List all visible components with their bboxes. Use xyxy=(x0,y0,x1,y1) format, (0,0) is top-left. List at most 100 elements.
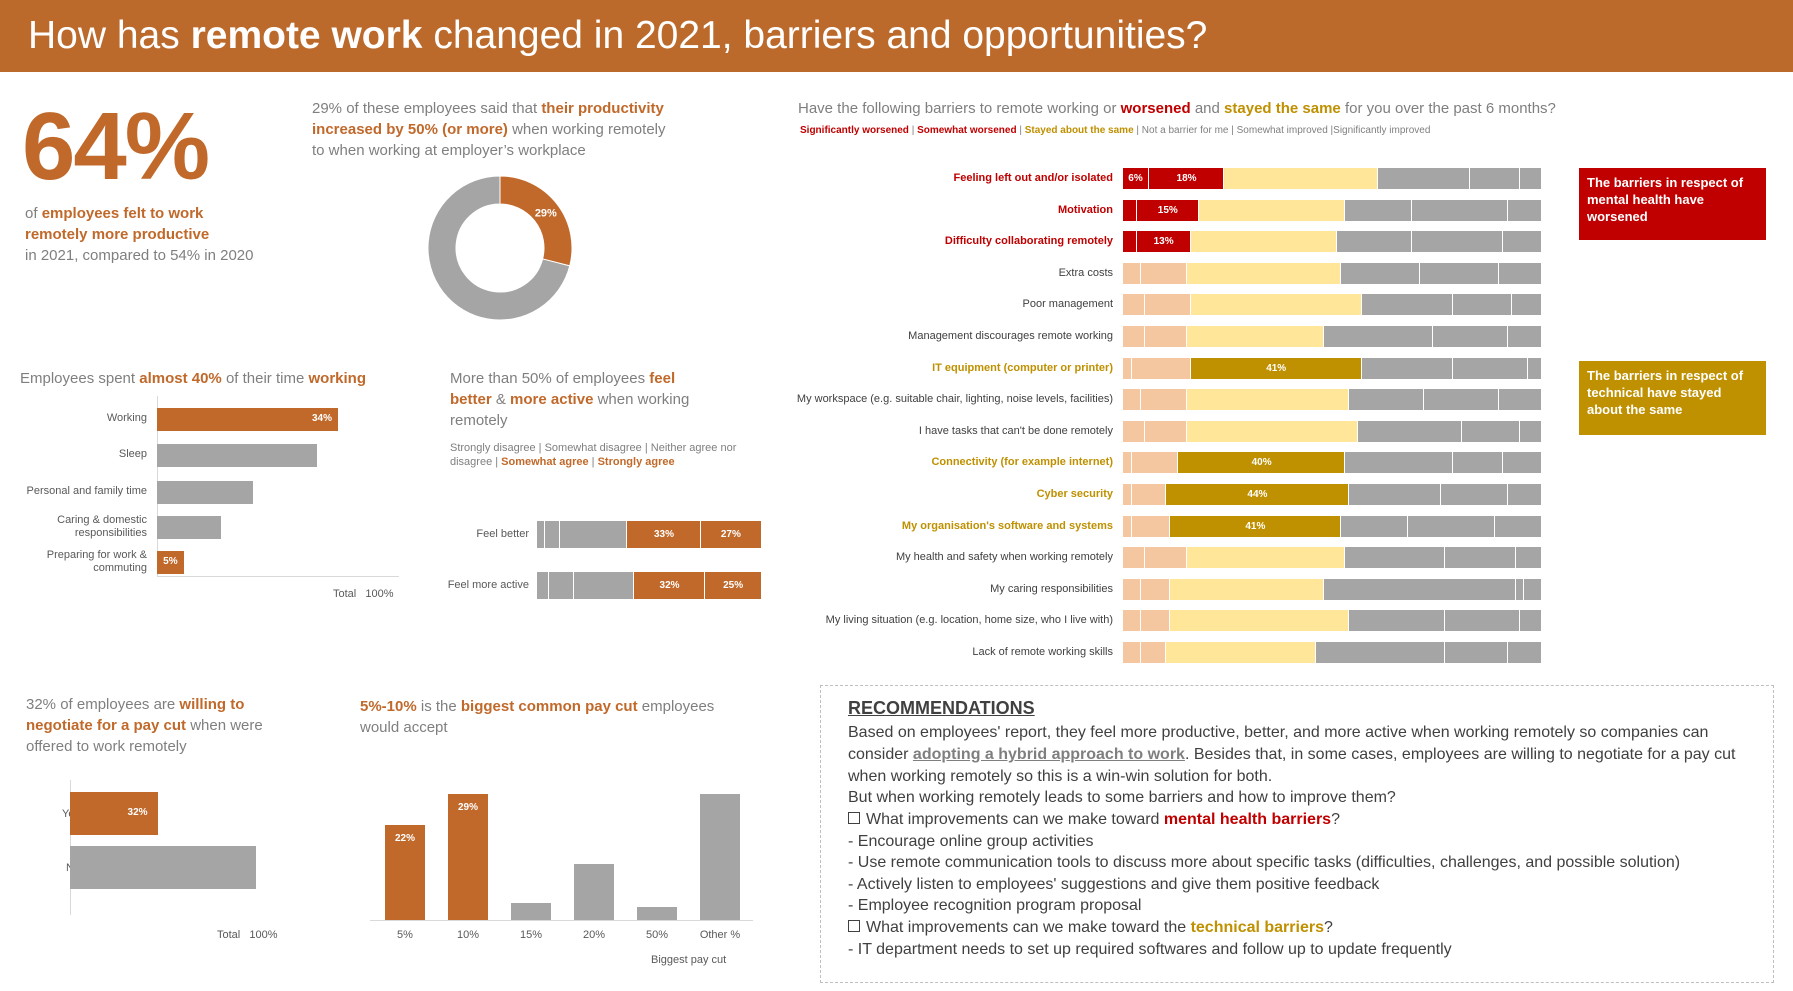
barrier-label: Connectivity (for example internet) xyxy=(931,456,1113,469)
barrier-segment xyxy=(1168,578,1325,600)
barrier-segment xyxy=(1439,484,1508,505)
barrier-segment xyxy=(1335,231,1412,253)
barrier-label: Motivation xyxy=(1058,203,1113,216)
callout-technical: The barriers in respect of technical hav… xyxy=(1579,361,1766,435)
time-axis-label: Total 100% xyxy=(333,588,394,600)
time-category-label: Caring & domestic responsibilities xyxy=(57,514,147,539)
barrier-segment xyxy=(1356,420,1462,442)
time-bar-label: 5% xyxy=(163,556,178,567)
paycut-negotiate-title: 32% of employees are willing to negotiat… xyxy=(26,696,263,755)
negotiate-bar-label: 32% xyxy=(127,807,148,818)
feel-segment xyxy=(572,572,634,599)
reco-m2: - Use remote communication tools to disc… xyxy=(848,854,1681,871)
barrier-segment xyxy=(1164,642,1316,663)
recommendations-box xyxy=(820,685,1774,983)
time-category-label: Preparing for work & commuting xyxy=(46,549,147,574)
reco-t1: - IT department needs to set up required… xyxy=(848,941,1452,958)
barrier-segment xyxy=(1123,515,1132,537)
reco-q2: What improvements can we make toward the… xyxy=(848,919,1333,937)
barrier-bar-row xyxy=(1123,389,1541,411)
paycut-bar xyxy=(700,794,740,920)
reco-p2: consider adopting a hybrid approach to w… xyxy=(848,746,1736,763)
barrier-segment: 15% xyxy=(1135,199,1200,221)
feel-segment: 32% xyxy=(632,572,706,599)
barrier-segment xyxy=(1139,610,1170,632)
time-spent-chart: Working 34% Sleep Personal and family time C… xyxy=(0,396,420,606)
negotiate-bar xyxy=(70,846,257,889)
barrier-segment: 41% xyxy=(1189,357,1362,379)
barrier-segment xyxy=(1168,610,1350,632)
barrier-segment xyxy=(1123,262,1140,284)
barrier-segment xyxy=(1452,294,1512,316)
barrier-segment xyxy=(1410,199,1508,221)
barrier-segment xyxy=(1123,547,1144,569)
barrier-segment xyxy=(1419,262,1500,284)
checkbox-icon xyxy=(848,919,860,932)
barrier-segment xyxy=(1460,420,1521,442)
barrier-segment xyxy=(1452,357,1529,379)
paycut-tick-label: 15% xyxy=(519,929,543,941)
barrier-segment xyxy=(1139,642,1166,663)
barrier-segment xyxy=(1502,452,1541,474)
barrier-segment xyxy=(1123,389,1140,411)
barrier-segment xyxy=(1514,547,1541,569)
feel-segment xyxy=(543,521,561,548)
barrier-label: My living situation (e.g. location, home… xyxy=(825,614,1113,627)
feel-segment xyxy=(559,521,628,548)
barrier-label: My organisation's software and systems xyxy=(901,519,1113,532)
feel-chart: Feel better 33% 27% Feel more active 32% 25% xyxy=(420,510,761,610)
checkbox-icon xyxy=(848,811,860,824)
barrier-segment xyxy=(1123,357,1132,379)
barrier-bar-row xyxy=(1123,642,1541,663)
barrier-segment-label: 13% xyxy=(1153,236,1174,248)
barriers-title: Have the following barriers to remote wo… xyxy=(798,100,1556,117)
barrier-segment xyxy=(1339,262,1421,284)
paycut-xlabel: Biggest pay cut xyxy=(651,954,727,966)
time-category-label: Working xyxy=(106,412,147,424)
barrier-label: My health and safety when working remote… xyxy=(895,551,1113,564)
reco-p4: But when working remotely leads to some … xyxy=(848,789,1396,806)
barrier-segment xyxy=(1502,231,1541,253)
barrier-bar-row: 13% xyxy=(1123,231,1541,253)
barrier-segment xyxy=(1143,420,1187,442)
feel-segment xyxy=(537,572,549,599)
callout-mental-health: The barriers in respect of mental health… xyxy=(1579,168,1766,240)
barrier-segment xyxy=(1498,389,1541,411)
paycut-bar-label: 29% xyxy=(457,802,478,814)
feel-segment-label: 25% xyxy=(723,580,744,591)
hybrid-approach-link[interactable]: adopting a hybrid approach to work xyxy=(912,746,1185,763)
barrier-label: Lack of remote working skills xyxy=(972,646,1113,658)
barrier-segment: 13% xyxy=(1135,231,1191,253)
barrier-segment xyxy=(1131,515,1170,537)
paycut-bar: 29% xyxy=(448,794,488,920)
barrier-bar-row xyxy=(1123,262,1541,284)
barrier-segment xyxy=(1360,294,1454,316)
barrier-segment: 40% xyxy=(1177,452,1345,474)
time-bar xyxy=(157,481,253,504)
barrier-segment-label: 18% xyxy=(1176,173,1197,184)
feel-bar-row: 33% 27% xyxy=(537,521,761,548)
barrier-segment xyxy=(1452,452,1504,474)
barrier-bar-row xyxy=(1123,547,1541,569)
paycut-size-chart: 22% 5% 29% 10% 15% 20% 50% Other % xyxy=(360,780,753,960)
barrier-segment xyxy=(1189,294,1362,316)
donut-slice-1 xyxy=(427,175,571,321)
barrier-segment-label: 41% xyxy=(1245,520,1266,532)
barrier-segment-label: 44% xyxy=(1247,489,1268,500)
time-bar xyxy=(157,444,317,467)
feel-segment-label: 27% xyxy=(720,529,741,540)
barrier-segment xyxy=(1406,515,1496,537)
barrier-segment xyxy=(1360,357,1454,379)
time-spent-title: Employees spent almost 40% of their time… xyxy=(20,370,366,387)
barrier-segment xyxy=(1223,168,1379,189)
barrier-segment xyxy=(1510,294,1541,316)
barrier-segment xyxy=(1498,262,1541,284)
barrier-segment xyxy=(1469,168,1521,189)
negotiate-axis-label: Total 100% xyxy=(217,929,278,941)
feel-category-label: Feel better xyxy=(476,528,529,540)
barrier-label: Feeling left out and/or isolated xyxy=(953,172,1113,184)
feel-segment xyxy=(537,521,544,548)
paycut-axis-base xyxy=(370,920,753,921)
barrier-segment xyxy=(1139,262,1187,284)
barrier-segment xyxy=(1123,578,1140,600)
